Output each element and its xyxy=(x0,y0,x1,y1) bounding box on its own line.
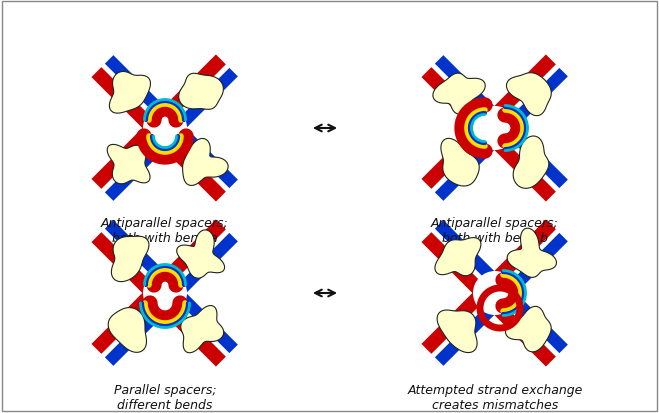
Polygon shape xyxy=(435,131,505,202)
Polygon shape xyxy=(433,74,485,115)
Polygon shape xyxy=(507,229,556,278)
Polygon shape xyxy=(422,282,494,354)
Polygon shape xyxy=(507,74,552,116)
Polygon shape xyxy=(109,72,150,114)
Polygon shape xyxy=(92,233,163,304)
Text: Antiparallel spacers;
both with bend b: Antiparallel spacers; both with bend b xyxy=(431,216,559,244)
Polygon shape xyxy=(105,221,175,291)
Polygon shape xyxy=(154,55,226,127)
Polygon shape xyxy=(422,233,494,304)
Polygon shape xyxy=(167,69,238,139)
Polygon shape xyxy=(497,118,568,189)
Polygon shape xyxy=(441,139,479,187)
Polygon shape xyxy=(422,117,494,189)
Polygon shape xyxy=(105,131,175,202)
Polygon shape xyxy=(183,139,228,186)
Polygon shape xyxy=(435,295,505,366)
Polygon shape xyxy=(497,233,568,304)
Polygon shape xyxy=(505,306,551,352)
Text: Attempted strand exchange
creates mismatches: Attempted strand exchange creates mismat… xyxy=(407,383,583,411)
Polygon shape xyxy=(422,68,494,140)
Polygon shape xyxy=(484,130,556,202)
Circle shape xyxy=(473,107,517,151)
Polygon shape xyxy=(435,238,481,276)
Polygon shape xyxy=(484,295,556,367)
Polygon shape xyxy=(154,295,226,367)
Polygon shape xyxy=(107,145,150,184)
Polygon shape xyxy=(154,220,226,292)
Polygon shape xyxy=(154,130,226,202)
Polygon shape xyxy=(111,237,149,282)
Polygon shape xyxy=(108,308,146,352)
Polygon shape xyxy=(179,74,223,110)
Polygon shape xyxy=(92,117,163,189)
Polygon shape xyxy=(167,233,238,304)
Polygon shape xyxy=(105,295,175,366)
Polygon shape xyxy=(181,306,223,353)
Circle shape xyxy=(143,271,187,315)
Polygon shape xyxy=(177,230,225,278)
Polygon shape xyxy=(437,310,477,353)
Polygon shape xyxy=(167,118,238,189)
Circle shape xyxy=(143,107,187,151)
Circle shape xyxy=(473,271,517,315)
Polygon shape xyxy=(105,56,175,126)
Polygon shape xyxy=(92,282,163,354)
Polygon shape xyxy=(497,69,568,139)
Polygon shape xyxy=(513,137,549,189)
Polygon shape xyxy=(484,55,556,127)
Polygon shape xyxy=(435,221,505,291)
Polygon shape xyxy=(167,283,238,353)
Polygon shape xyxy=(92,68,163,140)
Polygon shape xyxy=(484,220,556,292)
Polygon shape xyxy=(497,283,568,353)
Text: Antiparallel spacers;
both with bend a: Antiparallel spacers; both with bend a xyxy=(101,216,229,244)
Text: Parallel spacers;
different bends: Parallel spacers; different bends xyxy=(114,383,216,411)
Polygon shape xyxy=(435,56,505,126)
